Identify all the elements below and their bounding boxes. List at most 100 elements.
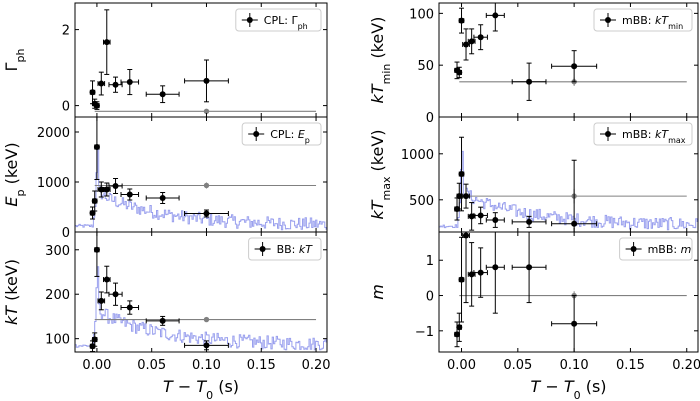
y-axis-label-gamma: Γph xyxy=(2,49,27,72)
legend-marker xyxy=(630,246,637,252)
panel-ktmax: 500 1000 kTmax (keV) mBB: kTmax xyxy=(368,116,699,233)
legend-marker xyxy=(253,131,260,137)
data-point-gamma-2 xyxy=(93,101,100,110)
data-point-gamma-4 xyxy=(102,9,111,75)
reference-point-gamma xyxy=(203,108,210,115)
y-axis-label-m: m xyxy=(368,284,387,300)
data-point-m-7 xyxy=(511,232,547,304)
x-tick-label: 0.10 xyxy=(560,358,589,373)
legend-ktmin: mBB: kTmin xyxy=(593,8,693,32)
axes-frame-m xyxy=(438,231,699,353)
data-point-kt-4 xyxy=(102,265,111,294)
data-point-ktmin-2 xyxy=(458,7,465,34)
plot-area-ktmax xyxy=(439,136,698,232)
plot-area-m xyxy=(454,232,687,352)
data-point-gamma-3 xyxy=(97,71,106,96)
lightcurve-kt xyxy=(75,266,327,351)
plot-area-gamma xyxy=(89,9,317,115)
panel-gamma: 0 2 Γph CPL: Γph xyxy=(2,2,328,118)
reference-point-kt xyxy=(203,316,210,323)
data-point-gamma-0 xyxy=(89,80,96,105)
plot-area-ktmin xyxy=(454,3,687,101)
legend-m: mBB: m xyxy=(619,237,693,261)
legend-label: mBB: kTmax xyxy=(622,128,686,145)
data-point-ktmax-4 xyxy=(467,202,476,231)
y-axis-label-kt: kT (keV) xyxy=(2,259,21,325)
data-point-gamma-7 xyxy=(145,85,180,104)
y-tick-label: 2 xyxy=(62,24,70,39)
data-point-gamma-5 xyxy=(108,76,123,93)
y-tick-label: 0 xyxy=(62,100,70,115)
data-point-ktmin-7 xyxy=(511,62,547,101)
panel-m: 0.00 0.05 0.10 0.15 0.20 −1 0 1 m mBB: m xyxy=(368,231,700,373)
data-point-ep-8 xyxy=(184,209,229,218)
data-point-m-2 xyxy=(458,236,465,323)
x-tick-label: 0.10 xyxy=(192,358,221,373)
legend-label: BB: kT xyxy=(277,243,314,256)
data-point-m-4 xyxy=(467,242,476,307)
data-point-ktmax-1 xyxy=(456,182,463,210)
x-tick-label: 0.20 xyxy=(302,358,331,373)
lightcurve-ktmax xyxy=(439,150,698,231)
x-tick-label: 0.05 xyxy=(137,358,166,373)
data-point-m-8 xyxy=(551,295,598,352)
y-tick-label: 500 xyxy=(409,194,434,209)
panel-ktmin: 0 50 100 kTmin (keV) mBB: kTmin xyxy=(368,2,699,126)
legend-marker xyxy=(246,17,253,23)
plot-area-ep xyxy=(75,117,327,231)
data-point-ktmin-5 xyxy=(473,24,488,51)
legend-label: CPL: Ep xyxy=(270,128,310,145)
data-point-gamma-6 xyxy=(120,69,140,96)
x-tick-label: 0.05 xyxy=(503,358,532,373)
x-tick-label: 0.15 xyxy=(616,358,645,373)
data-point-ktmin-4 xyxy=(467,28,476,55)
x-tick-label: 0.00 xyxy=(82,358,111,373)
legend-ktmax: mBB: kTmax xyxy=(593,122,693,146)
data-point-kt-3 xyxy=(97,291,106,311)
data-point-ktmax-8 xyxy=(551,159,598,232)
y-tick-label: 0 xyxy=(62,226,70,241)
legend-ep: CPL: Ep xyxy=(241,122,322,146)
legend-gamma: CPL: Γph xyxy=(235,8,322,32)
data-point-ktmax-6 xyxy=(485,212,505,228)
legend-label: CPL: Γph xyxy=(264,14,308,31)
data-point-kt-1 xyxy=(91,332,98,347)
y-tick-label: 100 xyxy=(409,7,434,22)
data-point-kt-5 xyxy=(108,282,123,306)
legend-marker xyxy=(605,131,611,137)
y-tick-label: 0 xyxy=(426,111,434,126)
data-point-ep-1 xyxy=(91,190,98,212)
data-point-ktmin-3 xyxy=(462,28,470,61)
data-point-ep-7 xyxy=(145,192,180,204)
x-tick-label: 0.20 xyxy=(672,358,700,373)
legend-label: mBB: m xyxy=(648,243,692,256)
y-tick-label: 1 xyxy=(426,254,434,269)
y-axis-label-ktmax: kTmax (keV) xyxy=(368,129,393,219)
y-tick-label: 200 xyxy=(45,288,70,303)
y-tick-label: 50 xyxy=(417,59,434,74)
data-point-ktmin-8 xyxy=(551,50,598,83)
legend-marker xyxy=(605,17,611,23)
data-point-m-1 xyxy=(456,312,463,342)
reference-point-ep xyxy=(203,182,210,189)
data-point-m-3 xyxy=(462,232,470,304)
data-point-m-6 xyxy=(485,232,505,314)
data-point-ktmin-6 xyxy=(485,3,505,32)
y-tick-label: 300 xyxy=(45,244,70,259)
y-tick-label: 1000 xyxy=(401,148,434,163)
data-point-ep-4 xyxy=(102,182,111,197)
data-point-m-5 xyxy=(473,247,488,298)
data-point-ep-6 xyxy=(120,188,140,201)
data-point-ktmax-5 xyxy=(473,206,488,225)
axes-frame-kt xyxy=(74,231,328,353)
data-point-gamma-8 xyxy=(184,59,229,103)
data-point-ep-2 xyxy=(93,117,100,180)
legend-label: mBB: kTmin xyxy=(622,14,683,31)
panel-kt: 0.00 0.05 0.10 0.15 0.20 100 200 300 kT (keV) BB:… xyxy=(2,231,331,373)
legend-kt: BB: kT xyxy=(248,237,322,261)
x-tick-label: 0.15 xyxy=(247,358,276,373)
data-point-kt-7 xyxy=(145,315,180,326)
panel-ep: 0 1000 2000 Ep (keV) CPL: Ep xyxy=(2,116,328,241)
y-axis-label-ep: Ep (keV) xyxy=(2,142,27,206)
